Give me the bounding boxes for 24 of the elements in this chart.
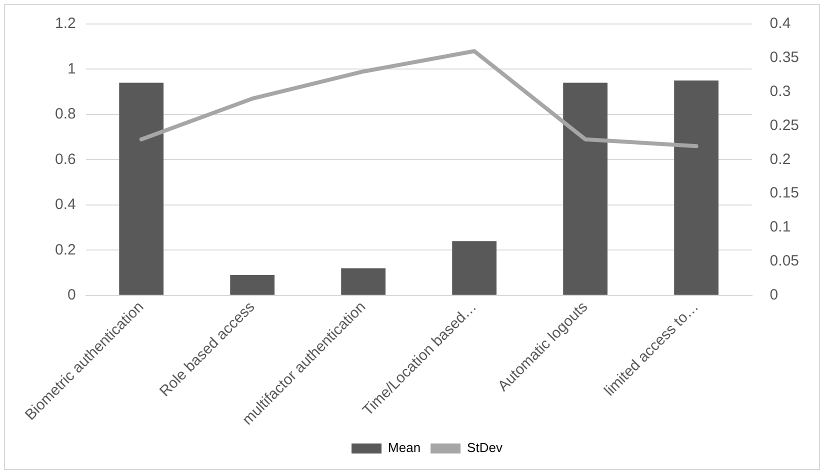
y-tick-label: 0.8 [54,106,76,123]
y-tick-label: 0.2 [54,241,76,258]
y2-tick-label: 0.1 [770,218,791,236]
y2-tick-label: 0.4 [770,15,791,32]
y2-tick-label: 0.25 [770,116,800,134]
y-tick-label: 1.2 [54,15,76,32]
legend-label: Mean [388,440,421,456]
y2-tick-label: 0 [770,286,778,304]
y-tick-label: 1 [68,60,76,78]
bar [563,82,608,295]
bar [674,80,719,295]
y2-tick-label: 0.15 [770,184,800,202]
y-tick-label: 0.6 [54,150,76,168]
bar [230,275,275,295]
y2-tick-label: 0.3 [770,82,791,100]
bar [119,82,164,295]
y2-tick-label: 0.35 [770,49,800,66]
y-tick-label: 0.4 [54,196,76,214]
y2-tick-label: 0.2 [770,150,791,168]
y2-tick-label: 0.05 [770,252,800,270]
bar [341,268,386,295]
bar [452,241,497,295]
legend-label: StDev [467,440,503,456]
y-tick-label: 0 [68,286,76,304]
